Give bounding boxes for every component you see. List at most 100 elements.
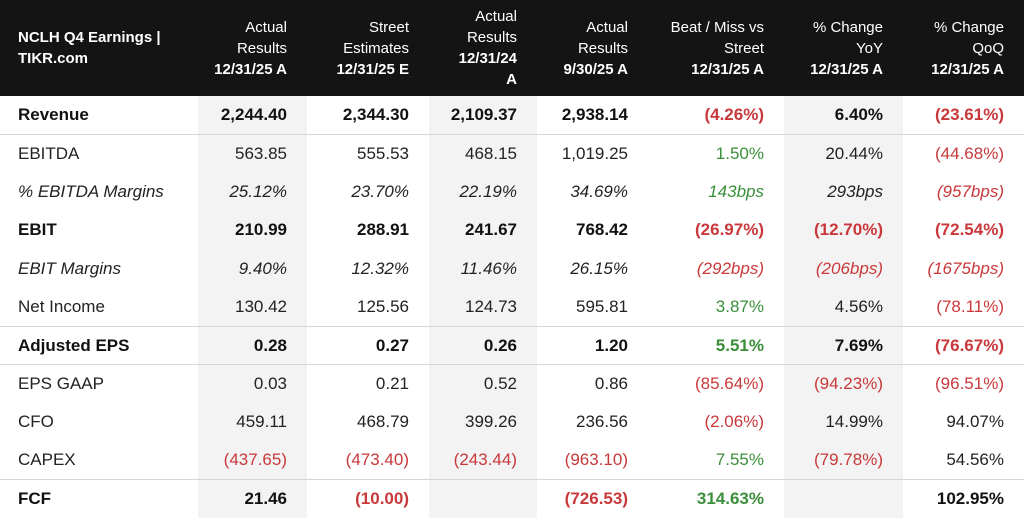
column-header: Street Estimates 12/31/25 E <box>307 0 429 96</box>
table-cell: 0.03 <box>198 364 307 404</box>
column-header: Actual Results 12/31/24 A <box>429 0 537 96</box>
table-body: Revenue 2,244.40 2,344.30 2,109.37 2,938.14 (… <box>0 96 1024 519</box>
table-cell: (292bps) <box>696 258 764 278</box>
table-row: CFO 459.11 468.79 399.26 236.56 (2.06%) 14.99%… <box>0 403 1024 442</box>
column-header: Beat / Miss vs Street 12/31/25 A <box>648 0 784 96</box>
table-cell: 768.42 <box>576 220 628 240</box>
table-cell: 314.63% <box>648 479 784 519</box>
table-cell: 3.87% <box>715 296 764 316</box>
table-cell: 468.79 <box>357 412 409 432</box>
table-cell: 26.15% <box>570 258 628 278</box>
table-cell: 7.55% <box>715 450 764 470</box>
row-label: CAPEX <box>18 450 76 470</box>
table-cell: 288.91 <box>357 220 409 240</box>
table-cell: 1,019.25 <box>537 133 648 173</box>
row-label: EBIT Margins <box>18 258 121 278</box>
table-cell: 2,344.30 <box>342 104 409 124</box>
table-cell: (726.53) <box>537 479 648 519</box>
table-cell: 9.40% <box>198 249 307 288</box>
table-row: EBIT 210.99 288.91 241.67 768.42 (26.97%) (12.… <box>0 211 1024 250</box>
table-cell: (10.00) <box>307 479 429 519</box>
table-cell: 210.99 <box>198 211 307 250</box>
table-cell: 23.70% <box>351 181 409 201</box>
table-cell: 22.19% <box>429 172 537 212</box>
column-header: % Change YoY 12/31/25 A <box>784 0 903 96</box>
table-cell: 14.99% <box>784 403 903 442</box>
row-label: EBIT <box>18 220 57 240</box>
table-cell: 595.81 <box>576 296 628 316</box>
table-cell: 4.56% <box>784 287 903 327</box>
table-row: Net Income 130.42 125.56 124.73 595.81 3.87% 4… <box>0 287 1024 327</box>
table-row: % EBITDA Margins 25.12% 23.70% 22.19% 34.69%… <box>0 172 1024 212</box>
table-cell: 7.69% <box>784 325 903 365</box>
row-label: Net Income <box>18 296 105 316</box>
table-cell: 11.46% <box>429 249 537 288</box>
table-cell: (23.61%) <box>935 104 1004 124</box>
table-cell: 563.85 <box>198 133 307 173</box>
table-cell <box>429 479 537 519</box>
table-cell: 6.40% <box>784 96 903 135</box>
table-cell: (473.40) <box>345 450 409 470</box>
table-cell: 0.86 <box>537 364 648 404</box>
row-label: Revenue <box>18 104 89 124</box>
table-cell: 1.50% <box>648 133 784 173</box>
column-header: Actual Results 12/31/25 A <box>198 0 307 96</box>
table-cell: 124.73 <box>429 287 537 327</box>
table-cell: (12.70%) <box>784 211 903 250</box>
table-cell: 5.51% <box>648 325 784 365</box>
table-cell: 2,938.14 <box>561 104 628 124</box>
table-cell <box>784 479 903 519</box>
table-cell: 21.46 <box>198 479 307 519</box>
table-cell: 102.95% <box>903 479 1024 519</box>
table-row: Adjusted EPS 0.28 0.27 0.26 1.20 5.51% 7.69% (7… <box>0 325 1024 365</box>
table-cell: 94.07% <box>946 412 1004 432</box>
table-row: CAPEX (437.65) (473.40) (243.44) (963.10) 7.5… <box>0 441 1024 480</box>
table-cell: (1675bps) <box>927 258 1004 278</box>
table-cell: (78.11%) <box>936 296 1004 316</box>
table-cell: (76.67%) <box>903 325 1024 365</box>
table-cell: 555.53 <box>307 133 429 173</box>
table-cell: (963.10) <box>564 450 628 470</box>
table-cell: 293bps <box>784 172 903 212</box>
table-cell: 0.52 <box>429 364 537 404</box>
table-cell: 0.26 <box>429 325 537 365</box>
table-row: EPS GAAP 0.03 0.21 0.52 0.86 (85.64%) (94.23%)… <box>0 364 1024 404</box>
column-header: % Change QoQ 12/31/25 A <box>903 0 1024 96</box>
table-cell: 0.28 <box>198 325 307 365</box>
table-cell: 459.11 <box>198 403 307 442</box>
table-cell: 25.12% <box>198 172 307 212</box>
row-label: % EBITDA Margins <box>18 181 164 201</box>
row-label: FCF <box>0 479 198 519</box>
row-label: EPS GAAP <box>0 364 198 404</box>
table-cell: (44.68%) <box>903 133 1024 173</box>
table-cell: 0.27 <box>307 325 429 365</box>
table-cell: (79.78%) <box>784 441 903 480</box>
table-cell: 399.26 <box>429 403 537 442</box>
table-cell: (72.54%) <box>935 220 1004 240</box>
table-cell: 143bps <box>708 181 764 201</box>
table-cell: (26.97%) <box>695 220 764 240</box>
row-label: Adjusted EPS <box>0 325 198 365</box>
table-cell: 468.15 <box>429 133 537 173</box>
table-cell: 236.56 <box>576 412 628 432</box>
table-cell: 20.44% <box>784 133 903 173</box>
table-title: NCLH Q4 Earnings | TIKR.com <box>0 0 198 96</box>
table-cell: (4.26%) <box>704 104 764 124</box>
table-cell: 12.32% <box>351 258 409 278</box>
table-cell: (437.65) <box>198 441 307 480</box>
table-cell: (243.44) <box>429 441 537 480</box>
table-title-line2: TIKR.com <box>18 50 89 67</box>
column-header: Actual Results 9/30/25 A <box>537 0 648 96</box>
table-cell: 2,244.40 <box>198 96 307 135</box>
table-cell: 241.67 <box>429 211 537 250</box>
table-cell: (96.51%) <box>903 364 1024 404</box>
table-cell: 130.42 <box>198 287 307 327</box>
table-cell: 0.21 <box>307 364 429 404</box>
table-cell: 54.56% <box>946 450 1004 470</box>
table-cell: 125.56 <box>357 296 409 316</box>
header-row: NCLH Q4 Earnings | TIKR.com Actual Resul… <box>0 0 1024 96</box>
table-row: FCF 21.46 (10.00) (726.53) 314.63% 102.95% <box>0 479 1024 519</box>
table-row: Revenue 2,244.40 2,344.30 2,109.37 2,938.14 (… <box>0 96 1024 135</box>
table-title-line1: NCLH Q4 Earnings | <box>18 29 161 46</box>
